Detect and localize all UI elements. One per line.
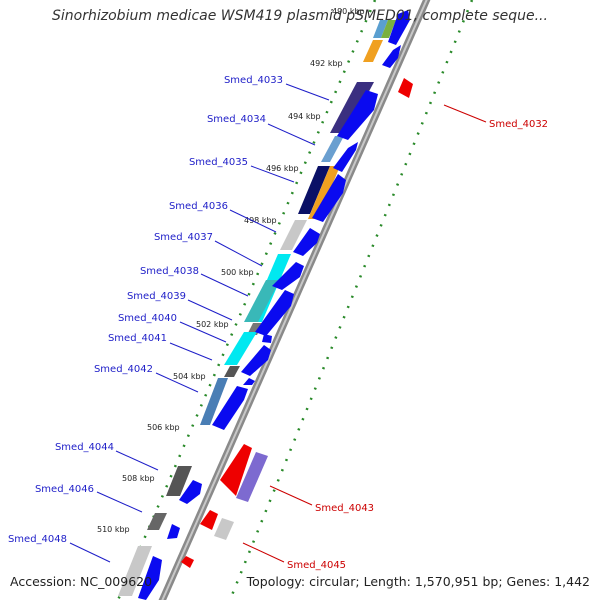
cog-block <box>147 513 167 530</box>
forward-cds-track <box>138 10 410 600</box>
cog-block <box>200 378 228 425</box>
accession-label: Accession: NC_009620 <box>10 574 153 589</box>
reverse-cds-arrow <box>181 556 194 568</box>
gene-label[interactable]: Smed_4042 <box>94 364 153 375</box>
reverse-cds-arrow <box>398 78 413 98</box>
ruler-tick-label: 504 kbp <box>173 372 206 381</box>
cog-block <box>224 366 240 377</box>
forward-leader-lines <box>69 83 330 563</box>
ruler-tick-label: 496 kbp <box>266 164 299 173</box>
forward-cds-arrow <box>179 480 202 504</box>
cog-block <box>118 546 152 596</box>
reverse-cds-block <box>214 518 234 540</box>
gene-label[interactable]: Smed_4032 <box>489 119 548 130</box>
forward-gene-labels: Smed_4033 Smed_4034 Smed_4035 Smed_4036 … <box>8 75 283 545</box>
topology-label: Topology: circular; Length: 1,570,951 bp… <box>246 574 590 589</box>
gene-label[interactable]: Smed_4043 <box>315 503 374 514</box>
cog-block <box>308 166 340 219</box>
ruler-tick-label: 494 kbp <box>288 112 321 121</box>
reverse-leader-lines <box>242 104 487 563</box>
forward-cds-arrow <box>243 378 255 385</box>
gene-label[interactable]: Smed_4044 <box>55 442 114 453</box>
forward-cds-arrow <box>262 334 272 343</box>
cog-block <box>298 166 330 214</box>
forward-cds-arrow <box>212 386 248 430</box>
cog-block <box>363 40 383 62</box>
ruler-tick-label: 500 kbp <box>221 268 254 277</box>
forward-cds-arrow <box>272 262 304 290</box>
forward-cds-arrow <box>337 90 378 140</box>
cog-track <box>118 20 396 596</box>
page-title: Sinorhizobium medicae WSM419 plasmid pSM… <box>52 8 548 24</box>
ruler-tick-label: 498 kbp <box>244 216 277 225</box>
forward-cds-arrow <box>167 524 180 539</box>
cog-block <box>244 280 280 322</box>
outer-tick-ring <box>228 0 474 600</box>
cog-block <box>224 332 257 365</box>
ruler-tick-label: 490 kbp <box>332 7 365 16</box>
forward-cds-arrow <box>241 345 271 376</box>
ruler-tick-label: 510 kbp <box>97 525 130 534</box>
gene-label[interactable]: Smed_4038 <box>140 266 199 277</box>
forward-cds-arrow <box>388 10 410 45</box>
reverse-gene-labels: Smed_4032 Smed_4043 Smed_4045 <box>287 119 548 571</box>
ruler-tick-label: 506 kbp <box>147 423 180 432</box>
cog-block <box>330 82 374 133</box>
cog-block <box>381 20 396 38</box>
gene-label[interactable]: Smed_4037 <box>154 232 213 243</box>
genome-backbone-highlight <box>161 0 428 600</box>
gene-label[interactable]: Smed_4036 <box>169 201 228 212</box>
gene-label[interactable]: Smed_4045 <box>287 560 346 571</box>
reverse-cds-arrow <box>220 444 252 496</box>
gene-label[interactable]: Smed_4046 <box>35 484 94 495</box>
cog-block <box>373 20 388 38</box>
reverse-cds-block <box>236 452 268 502</box>
forward-cds-arrow <box>293 228 320 256</box>
cog-block <box>280 220 307 250</box>
cog-block <box>166 466 192 496</box>
gene-label[interactable]: Smed_4041 <box>108 333 167 344</box>
ruler-tick-label: 508 kbp <box>122 474 155 483</box>
ruler-tick-label: 492 kbp <box>310 59 343 68</box>
gene-label[interactable]: Smed_4033 <box>224 75 283 86</box>
forward-cds-arrow <box>312 174 346 222</box>
reverse-cds-track <box>181 78 413 568</box>
gene-label[interactable]: Smed_4039 <box>127 291 186 302</box>
gene-label[interactable]: Smed_4040 <box>118 313 177 324</box>
reverse-cds-arrow <box>200 510 218 530</box>
gene-label[interactable]: Smed_4034 <box>207 114 266 125</box>
forward-cds-arrow <box>333 142 358 172</box>
forward-cds-arrow <box>382 45 401 68</box>
cog-block <box>321 136 344 162</box>
ruler-labels: 490 kbp 492 kbp 494 kbp 496 kbp 498 kbp … <box>97 7 365 534</box>
forward-cds-arrow <box>255 290 294 336</box>
ruler-tick-label: 502 kbp <box>196 320 229 329</box>
gene-label[interactable]: Smed_4048 <box>8 534 67 545</box>
forward-cds-arrow <box>138 556 162 600</box>
gene-label[interactable]: Smed_4035 <box>189 157 248 168</box>
